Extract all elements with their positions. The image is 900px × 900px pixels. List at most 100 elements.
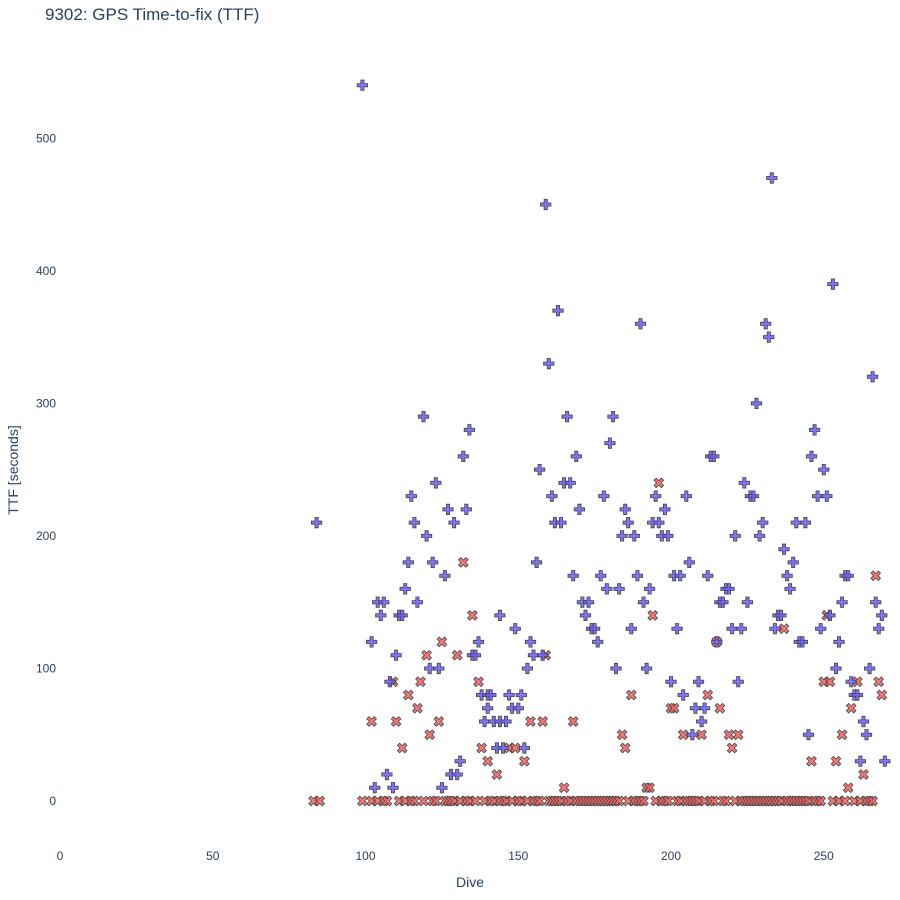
cross-point — [454, 755, 466, 767]
cross-point — [781, 570, 793, 582]
cross-point — [671, 623, 683, 635]
cross-point — [799, 516, 812, 529]
cross-point — [863, 662, 876, 675]
cross-point — [567, 570, 579, 582]
cross-point — [448, 516, 460, 529]
cross-point — [366, 636, 378, 648]
x-point — [436, 636, 448, 648]
cross-point — [405, 490, 417, 502]
x-axis-ticks: 0 50 100 150 200 250 — [57, 849, 834, 863]
cross-point — [695, 715, 708, 728]
cross-point — [564, 477, 576, 489]
cross-point — [521, 662, 534, 675]
cross-point — [463, 424, 475, 436]
cross-point — [472, 636, 485, 648]
cross-point — [356, 79, 368, 91]
y-tick-label: 0 — [49, 794, 56, 808]
cross-point — [421, 530, 433, 542]
cross-point — [836, 596, 848, 608]
x-point — [424, 729, 436, 741]
x-point — [525, 716, 536, 727]
x-point — [433, 716, 445, 727]
cross-point — [530, 556, 543, 569]
cross-point — [518, 742, 531, 754]
cross-point — [760, 318, 772, 330]
cross-point — [515, 689, 527, 701]
cross-point — [769, 623, 781, 635]
cross-point — [815, 623, 827, 635]
cross-point — [451, 768, 463, 781]
x-point — [842, 782, 854, 794]
x-tick-label: 50 — [206, 849, 220, 863]
cross-point — [500, 715, 512, 728]
cross-point — [653, 516, 665, 529]
cross-point — [723, 583, 735, 595]
cross-point — [689, 702, 702, 714]
cross-point — [766, 172, 778, 184]
cross-point — [753, 530, 766, 542]
cross-point — [396, 609, 408, 622]
x-point — [836, 729, 848, 741]
cross-point — [622, 516, 634, 529]
cross-point — [381, 768, 393, 781]
cross-point — [457, 450, 469, 462]
x-point — [876, 689, 888, 701]
x-tick-label: 0 — [57, 849, 64, 863]
x-point — [815, 795, 827, 807]
x-point — [491, 769, 503, 780]
cross-point — [402, 556, 414, 569]
y-axis-ticks: 0 100 200 300 400 500 — [36, 131, 56, 808]
cross-point — [650, 490, 662, 502]
cross-point — [543, 358, 555, 370]
x-point — [390, 716, 402, 727]
cross-point — [708, 450, 720, 462]
x-tick-label: 250 — [814, 849, 834, 863]
x-point — [567, 716, 579, 727]
cross-point — [378, 596, 390, 608]
x-point — [509, 742, 521, 754]
cross-point — [659, 503, 671, 515]
cross-point — [811, 490, 824, 502]
cross-point — [683, 556, 695, 569]
cross-point — [552, 305, 564, 317]
cross-point — [677, 689, 689, 701]
cross-point — [408, 516, 420, 529]
x-tick-label: 100 — [355, 849, 375, 863]
x-point — [867, 795, 878, 807]
cross-point — [778, 543, 790, 555]
cross-point — [390, 649, 402, 661]
cross-point — [595, 570, 607, 582]
cross-point — [741, 596, 754, 608]
cross-point — [561, 411, 573, 423]
x-point — [732, 729, 744, 741]
cross-point — [479, 715, 491, 728]
x-point — [824, 676, 836, 688]
cross-point — [674, 570, 686, 582]
cross-point — [592, 636, 604, 648]
x-point — [677, 729, 689, 741]
x-point — [619, 742, 631, 754]
cross-point — [805, 450, 818, 462]
x-point — [830, 755, 842, 767]
x-point — [778, 623, 790, 635]
cross-point — [726, 623, 738, 635]
chart-title: 9302: GPS Time-to-fix (TTF) — [45, 5, 259, 24]
cross-point — [610, 662, 622, 675]
cross-point — [540, 198, 552, 211]
cross-point — [851, 689, 864, 701]
cross-point — [424, 662, 436, 675]
cross-point — [711, 636, 723, 648]
cross-point — [824, 609, 836, 622]
x-point — [482, 755, 494, 767]
cross-point — [613, 583, 625, 595]
cross-point — [384, 676, 396, 688]
x-point — [396, 742, 408, 754]
x-point — [723, 729, 735, 741]
cross-point — [427, 556, 439, 569]
x-point — [558, 782, 570, 794]
cross-point — [555, 516, 567, 529]
cross-point — [876, 609, 888, 622]
cross-point — [546, 490, 558, 502]
x-point — [451, 649, 463, 661]
y-tick-label: 500 — [36, 131, 56, 145]
